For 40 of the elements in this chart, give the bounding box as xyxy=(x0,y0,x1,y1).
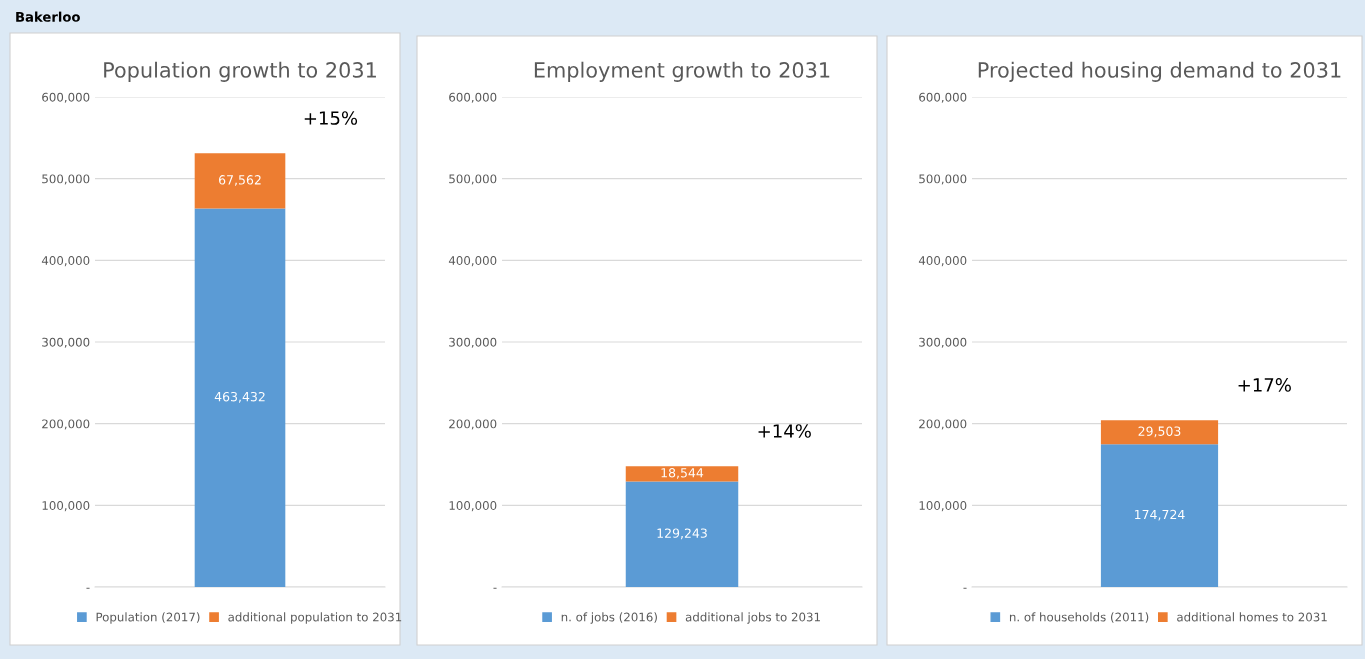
legend-label: additional homes to 2031 xyxy=(1177,612,1327,622)
y-tick-label: 600,000 xyxy=(449,92,497,103)
y-tick-label: 200,000 xyxy=(919,419,967,430)
y-tick-label: 200,000 xyxy=(42,419,90,430)
annotation: +14% xyxy=(758,424,811,438)
data-label: 463,432 xyxy=(214,391,265,403)
text: Bakerloo xyxy=(16,11,80,22)
legend-label: additional population to 2031 xyxy=(228,612,402,624)
data-label: 174,724 xyxy=(1135,509,1185,521)
y-tick-label: 400,000 xyxy=(448,256,497,267)
y-tick-label: 300,000 xyxy=(42,337,90,348)
y-tick-label: 600,000 xyxy=(919,92,967,103)
data-label: 67,562 xyxy=(219,175,261,186)
data-label: 18,544 xyxy=(661,468,704,479)
y-tick-label: - xyxy=(86,587,90,589)
y-tick-label: - xyxy=(963,587,967,589)
y-tick-label: 100,000 xyxy=(42,501,90,512)
y-tick-label: 400,000 xyxy=(918,256,967,267)
annotation: +15% xyxy=(304,111,358,125)
legend-label: Population (2017) xyxy=(96,612,200,624)
chart-title: Population growth to 2031 xyxy=(104,61,376,82)
y-tick-label: 300,000 xyxy=(449,337,497,348)
legend-label: n. of households (2011) xyxy=(1009,612,1149,623)
legend-label: n. of jobs (2016) xyxy=(561,612,657,624)
chart-title: Projected housing demand to 2031 xyxy=(978,61,1341,82)
data-label: 129,243 xyxy=(657,528,707,540)
y-tick-label: 100,000 xyxy=(449,501,497,512)
annotation: +17% xyxy=(1238,378,1291,392)
y-tick-label: 400,000 xyxy=(41,256,90,267)
y-tick-label: 500,000 xyxy=(919,174,967,185)
data-label: 29,503 xyxy=(1138,426,1181,438)
y-tick-label: 200,000 xyxy=(449,419,497,430)
legend-label: additional jobs to 2031 xyxy=(685,612,820,624)
y-tick-label: 500,000 xyxy=(42,174,90,185)
y-tick-label: - xyxy=(493,587,497,589)
y-tick-label: 500,000 xyxy=(449,174,497,185)
y-tick-label: 600,000 xyxy=(42,92,90,103)
y-tick-label: 100,000 xyxy=(919,501,967,512)
y-tick-label: 300,000 xyxy=(919,337,967,348)
chart-title: Employment growth to 2031 xyxy=(534,61,830,82)
